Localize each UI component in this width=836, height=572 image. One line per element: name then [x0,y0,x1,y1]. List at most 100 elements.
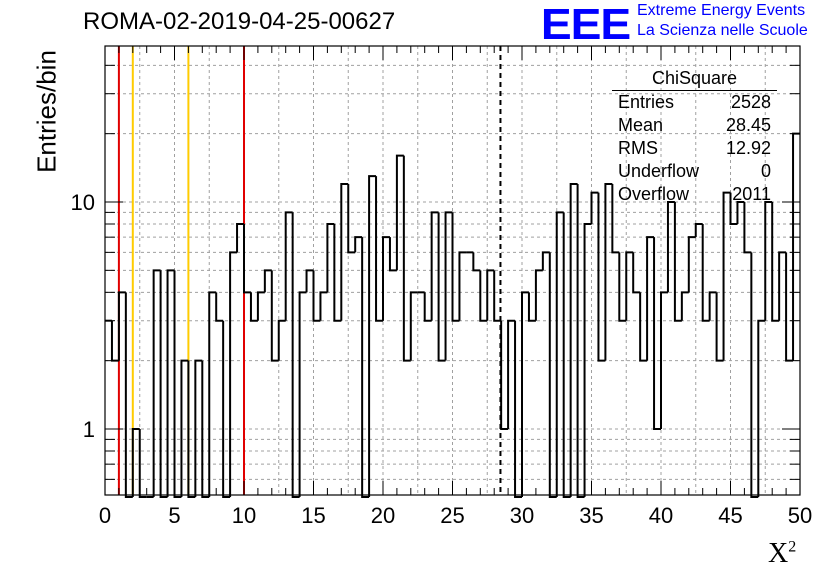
histogram-bin [666,201,675,293]
stats-value: 0 [760,161,771,181]
histogram-bin [152,269,161,497]
histogram-bin [326,222,335,293]
logo-line-2: La Scienza nelle Scuole [637,22,808,39]
histogram-bin [110,320,119,362]
histogram-bin [298,291,307,497]
histogram-bin [243,223,251,294]
histogram-bin [361,237,370,498]
stats-label: Underflow [618,161,700,181]
histogram-bin [117,291,126,361]
histogram-bin [201,360,210,498]
histogram-bin [618,252,627,322]
stats-row-overflow: Overflow 2011 [612,183,777,206]
histogram-bin [590,191,599,224]
histogram-bin [534,269,543,321]
x-tick-label: 40 [649,503,673,528]
histogram-bin [555,211,564,497]
histogram-bin [660,291,668,429]
histogram-bin [701,223,710,322]
x-tick-label: 50 [788,503,812,528]
histogram-bin [444,211,453,361]
eee-logo: EEE [540,0,631,49]
histogram-bin [493,270,502,322]
histogram-bin [395,154,404,271]
histogram-bin [569,183,578,497]
stats-header: ChiSquare [612,66,777,91]
y-axis-label: Entries/bin [31,50,62,173]
stats-value: 2011 [732,184,771,204]
histogram-bin [764,201,773,321]
histogram-bin [319,291,328,321]
histogram-bin [743,202,752,254]
histogram-bin [451,212,460,322]
stats-label: RMS [618,138,658,158]
histogram-bin [472,252,481,272]
stats-row-underflow: Underflow 0 [612,160,777,183]
x-tick-label: 10 [232,503,256,528]
histogram-bin [423,292,432,322]
histogram-bin [173,270,182,498]
histogram-bin [388,237,397,272]
histogram-bin [771,202,780,322]
histogram-bin [541,251,550,271]
x-tick-label: 45 [718,503,742,528]
histogram-bin [778,251,787,321]
stats-value: 12.92 [725,138,771,158]
stats-label: Entries [618,92,675,112]
x-axis-label-base: X [768,538,789,569]
histogram-bin [757,319,766,497]
histogram-bin [646,236,655,361]
histogram-bin [368,175,377,497]
histogram-bin [597,192,606,362]
histogram-bin [479,270,488,322]
histogram-bin [340,183,349,321]
histogram-bin [729,192,738,225]
stats-label: Mean [618,115,664,135]
histogram-bin [625,251,634,321]
x-tick-label: 0 [99,503,111,528]
logo-line-1: Extreme Energy Events [637,2,806,19]
histogram-bin [333,223,342,322]
stats-box: ChiSquare Entries 2528 Mean 28.45 RMS 12.92… [612,66,777,206]
histogram-bin [500,320,509,430]
histogram-bin [750,252,759,498]
histogram-bin [458,251,467,321]
histogram-bin [548,252,557,498]
histogram-bin [680,291,689,321]
histogram-bin [409,291,418,361]
histogram-bin [284,211,293,321]
histogram-bin [402,155,411,362]
histogram-bin [639,292,648,362]
histogram-bin [514,320,522,498]
histogram-bin [653,237,661,430]
histogram-bin [722,191,731,361]
histogram-bin [430,211,439,321]
histogram-bin [194,359,203,497]
histogram-bin [263,269,272,293]
x-tick-label: 5 [168,503,180,528]
x-tick-label: 35 [579,503,603,528]
stats-row-rms: RMS 12.92 [612,137,777,160]
stats-value: 2528 [730,92,771,112]
histogram-bin [687,236,696,293]
histogram-bin [785,252,794,362]
chart-title: ROMA-02-2019-04-25-00627 [83,8,396,35]
histogram-bin [736,201,745,224]
histogram-bin [222,320,231,498]
histogram-bin [583,222,592,497]
histogram-bin [229,251,238,497]
x-tick-label: 30 [510,503,534,528]
histogram-bin [256,291,265,321]
histogram-bin [159,270,168,498]
x-tick-label: 15 [301,503,325,528]
histogram-bin [305,269,314,293]
histogram-bin [715,292,724,362]
histogram-bin [124,292,133,498]
histogram-bin [277,319,286,361]
y-tick-label: 1 [83,417,95,442]
histogram-bin [673,202,682,322]
histogram-bin [180,359,189,497]
histogram-bin [694,222,703,238]
histogram-bin [708,291,717,321]
